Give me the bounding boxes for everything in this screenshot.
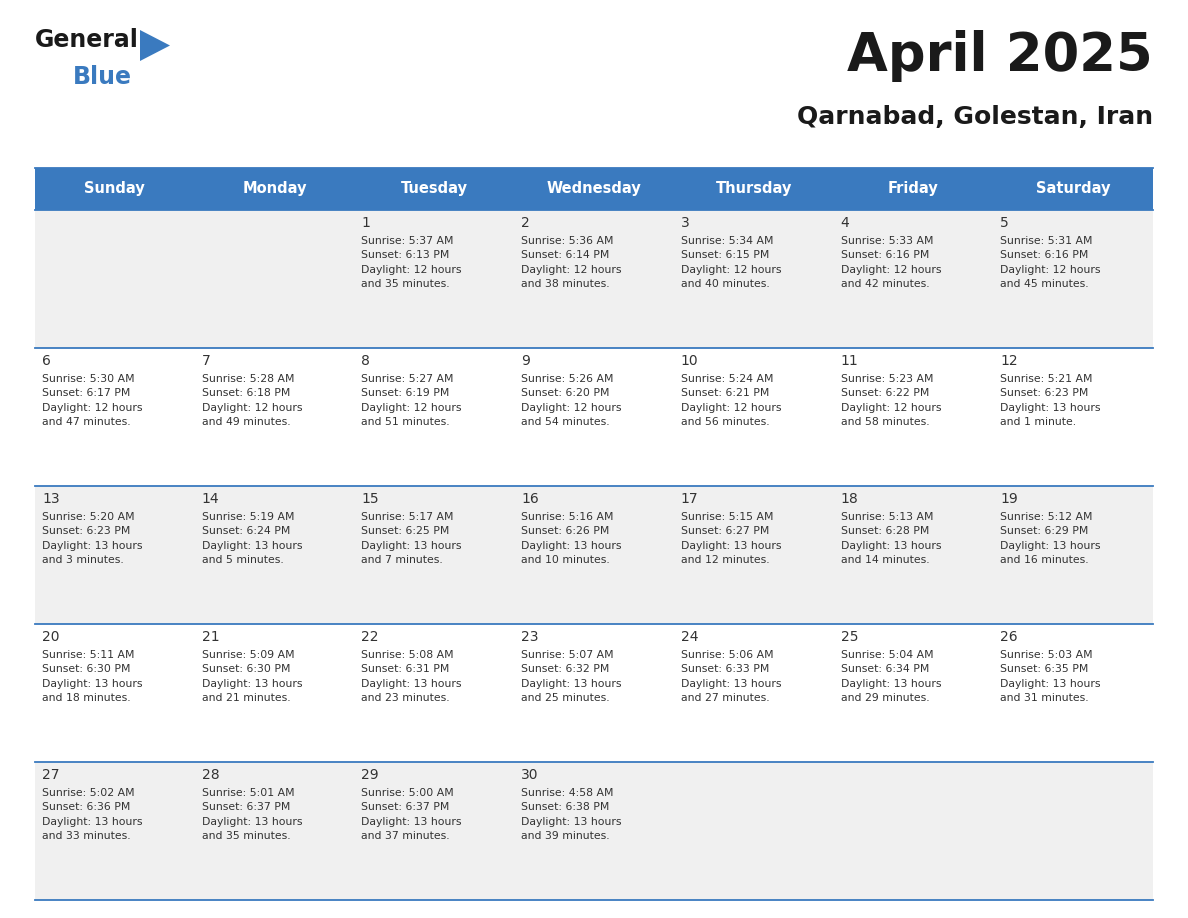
Text: Sunrise: 5:20 AM
Sunset: 6:23 PM
Daylight: 13 hours
and 3 minutes.: Sunrise: 5:20 AM Sunset: 6:23 PM Dayligh… <box>42 512 143 565</box>
Text: 18: 18 <box>841 492 858 506</box>
Bar <box>34 348 1154 486</box>
Text: 13: 13 <box>42 492 59 506</box>
Text: 22: 22 <box>361 630 379 644</box>
Text: General: General <box>34 28 139 52</box>
Text: 21: 21 <box>202 630 220 644</box>
Text: Sunrise: 5:03 AM
Sunset: 6:35 PM
Daylight: 13 hours
and 31 minutes.: Sunrise: 5:03 AM Sunset: 6:35 PM Dayligh… <box>1000 650 1101 703</box>
Text: Thursday: Thursday <box>715 182 792 196</box>
Text: Sunrise: 5:23 AM
Sunset: 6:22 PM
Daylight: 12 hours
and 58 minutes.: Sunrise: 5:23 AM Sunset: 6:22 PM Dayligh… <box>841 374 941 427</box>
Text: 25: 25 <box>841 630 858 644</box>
Bar <box>834 168 993 210</box>
Text: 27: 27 <box>42 768 59 782</box>
Text: Sunrise: 5:19 AM
Sunset: 6:24 PM
Daylight: 13 hours
and 5 minutes.: Sunrise: 5:19 AM Sunset: 6:24 PM Dayligh… <box>202 512 302 565</box>
Bar <box>674 168 834 210</box>
Text: 14: 14 <box>202 492 220 506</box>
Text: Sunrise: 5:08 AM
Sunset: 6:31 PM
Daylight: 13 hours
and 23 minutes.: Sunrise: 5:08 AM Sunset: 6:31 PM Dayligh… <box>361 650 462 703</box>
Bar <box>34 486 1154 624</box>
Text: 20: 20 <box>42 630 59 644</box>
Text: 8: 8 <box>361 354 371 368</box>
Text: Sunrise: 5:06 AM
Sunset: 6:33 PM
Daylight: 13 hours
and 27 minutes.: Sunrise: 5:06 AM Sunset: 6:33 PM Dayligh… <box>681 650 782 703</box>
Bar <box>993 168 1154 210</box>
Bar <box>195 168 354 210</box>
Text: Sunrise: 5:07 AM
Sunset: 6:32 PM
Daylight: 13 hours
and 25 minutes.: Sunrise: 5:07 AM Sunset: 6:32 PM Dayligh… <box>522 650 621 703</box>
Text: Sunrise: 5:01 AM
Sunset: 6:37 PM
Daylight: 13 hours
and 35 minutes.: Sunrise: 5:01 AM Sunset: 6:37 PM Dayligh… <box>202 788 302 841</box>
Text: Sunrise: 5:04 AM
Sunset: 6:34 PM
Daylight: 13 hours
and 29 minutes.: Sunrise: 5:04 AM Sunset: 6:34 PM Dayligh… <box>841 650 941 703</box>
Text: Sunrise: 5:02 AM
Sunset: 6:36 PM
Daylight: 13 hours
and 33 minutes.: Sunrise: 5:02 AM Sunset: 6:36 PM Dayligh… <box>42 788 143 841</box>
Text: 12: 12 <box>1000 354 1018 368</box>
Text: Sunrise: 5:27 AM
Sunset: 6:19 PM
Daylight: 12 hours
and 51 minutes.: Sunrise: 5:27 AM Sunset: 6:19 PM Dayligh… <box>361 374 462 427</box>
Text: Sunrise: 5:17 AM
Sunset: 6:25 PM
Daylight: 13 hours
and 7 minutes.: Sunrise: 5:17 AM Sunset: 6:25 PM Dayligh… <box>361 512 462 565</box>
Text: 30: 30 <box>522 768 538 782</box>
Text: Sunrise: 5:37 AM
Sunset: 6:13 PM
Daylight: 12 hours
and 35 minutes.: Sunrise: 5:37 AM Sunset: 6:13 PM Dayligh… <box>361 236 462 289</box>
Text: Sunrise: 5:12 AM
Sunset: 6:29 PM
Daylight: 13 hours
and 16 minutes.: Sunrise: 5:12 AM Sunset: 6:29 PM Dayligh… <box>1000 512 1101 565</box>
Text: 3: 3 <box>681 216 689 230</box>
Text: April 2025: April 2025 <box>847 30 1154 82</box>
Text: 15: 15 <box>361 492 379 506</box>
Text: Sunrise: 5:33 AM
Sunset: 6:16 PM
Daylight: 12 hours
and 42 minutes.: Sunrise: 5:33 AM Sunset: 6:16 PM Dayligh… <box>841 236 941 289</box>
Bar <box>34 210 1154 348</box>
Text: Sunrise: 5:34 AM
Sunset: 6:15 PM
Daylight: 12 hours
and 40 minutes.: Sunrise: 5:34 AM Sunset: 6:15 PM Dayligh… <box>681 236 782 289</box>
Text: Sunrise: 4:58 AM
Sunset: 6:38 PM
Daylight: 13 hours
and 39 minutes.: Sunrise: 4:58 AM Sunset: 6:38 PM Dayligh… <box>522 788 621 841</box>
Text: 2: 2 <box>522 216 530 230</box>
Text: Sunrise: 5:15 AM
Sunset: 6:27 PM
Daylight: 13 hours
and 12 minutes.: Sunrise: 5:15 AM Sunset: 6:27 PM Dayligh… <box>681 512 782 565</box>
Bar <box>34 168 195 210</box>
Text: 6: 6 <box>42 354 51 368</box>
Text: 23: 23 <box>522 630 538 644</box>
Text: Sunrise: 5:13 AM
Sunset: 6:28 PM
Daylight: 13 hours
and 14 minutes.: Sunrise: 5:13 AM Sunset: 6:28 PM Dayligh… <box>841 512 941 565</box>
Text: Wednesday: Wednesday <box>546 182 642 196</box>
Text: Sunrise: 5:28 AM
Sunset: 6:18 PM
Daylight: 12 hours
and 49 minutes.: Sunrise: 5:28 AM Sunset: 6:18 PM Dayligh… <box>202 374 302 427</box>
Text: Sunrise: 5:00 AM
Sunset: 6:37 PM
Daylight: 13 hours
and 37 minutes.: Sunrise: 5:00 AM Sunset: 6:37 PM Dayligh… <box>361 788 462 841</box>
Text: 1: 1 <box>361 216 371 230</box>
Text: Sunrise: 5:24 AM
Sunset: 6:21 PM
Daylight: 12 hours
and 56 minutes.: Sunrise: 5:24 AM Sunset: 6:21 PM Dayligh… <box>681 374 782 427</box>
Text: 4: 4 <box>841 216 849 230</box>
Text: Blue: Blue <box>72 65 132 89</box>
Text: Sunrise: 5:36 AM
Sunset: 6:14 PM
Daylight: 12 hours
and 38 minutes.: Sunrise: 5:36 AM Sunset: 6:14 PM Dayligh… <box>522 236 621 289</box>
Text: Sunrise: 5:09 AM
Sunset: 6:30 PM
Daylight: 13 hours
and 21 minutes.: Sunrise: 5:09 AM Sunset: 6:30 PM Dayligh… <box>202 650 302 703</box>
Text: 24: 24 <box>681 630 699 644</box>
Text: Tuesday: Tuesday <box>400 182 468 196</box>
Text: 26: 26 <box>1000 630 1018 644</box>
Text: 5: 5 <box>1000 216 1009 230</box>
Bar <box>34 624 1154 762</box>
Text: Sunrise: 5:31 AM
Sunset: 6:16 PM
Daylight: 12 hours
and 45 minutes.: Sunrise: 5:31 AM Sunset: 6:16 PM Dayligh… <box>1000 236 1101 289</box>
Text: Saturday: Saturday <box>1036 182 1111 196</box>
Text: 19: 19 <box>1000 492 1018 506</box>
Bar <box>34 762 1154 900</box>
Text: Sunrise: 5:11 AM
Sunset: 6:30 PM
Daylight: 13 hours
and 18 minutes.: Sunrise: 5:11 AM Sunset: 6:30 PM Dayligh… <box>42 650 143 703</box>
Text: 10: 10 <box>681 354 699 368</box>
Text: 17: 17 <box>681 492 699 506</box>
Text: Qarnabad, Golestan, Iran: Qarnabad, Golestan, Iran <box>797 105 1154 129</box>
Text: 29: 29 <box>361 768 379 782</box>
Text: 11: 11 <box>841 354 858 368</box>
Text: Monday: Monday <box>242 182 307 196</box>
Text: Friday: Friday <box>889 182 939 196</box>
Polygon shape <box>140 30 170 61</box>
Bar <box>514 168 674 210</box>
Text: Sunday: Sunday <box>84 182 145 196</box>
Text: Sunrise: 5:26 AM
Sunset: 6:20 PM
Daylight: 12 hours
and 54 minutes.: Sunrise: 5:26 AM Sunset: 6:20 PM Dayligh… <box>522 374 621 427</box>
Text: Sunrise: 5:21 AM
Sunset: 6:23 PM
Daylight: 13 hours
and 1 minute.: Sunrise: 5:21 AM Sunset: 6:23 PM Dayligh… <box>1000 374 1101 427</box>
Text: Sunrise: 5:30 AM
Sunset: 6:17 PM
Daylight: 12 hours
and 47 minutes.: Sunrise: 5:30 AM Sunset: 6:17 PM Dayligh… <box>42 374 143 427</box>
Text: Sunrise: 5:16 AM
Sunset: 6:26 PM
Daylight: 13 hours
and 10 minutes.: Sunrise: 5:16 AM Sunset: 6:26 PM Dayligh… <box>522 512 621 565</box>
Bar <box>354 168 514 210</box>
Text: 28: 28 <box>202 768 220 782</box>
Text: 7: 7 <box>202 354 210 368</box>
Text: 16: 16 <box>522 492 539 506</box>
Text: 9: 9 <box>522 354 530 368</box>
